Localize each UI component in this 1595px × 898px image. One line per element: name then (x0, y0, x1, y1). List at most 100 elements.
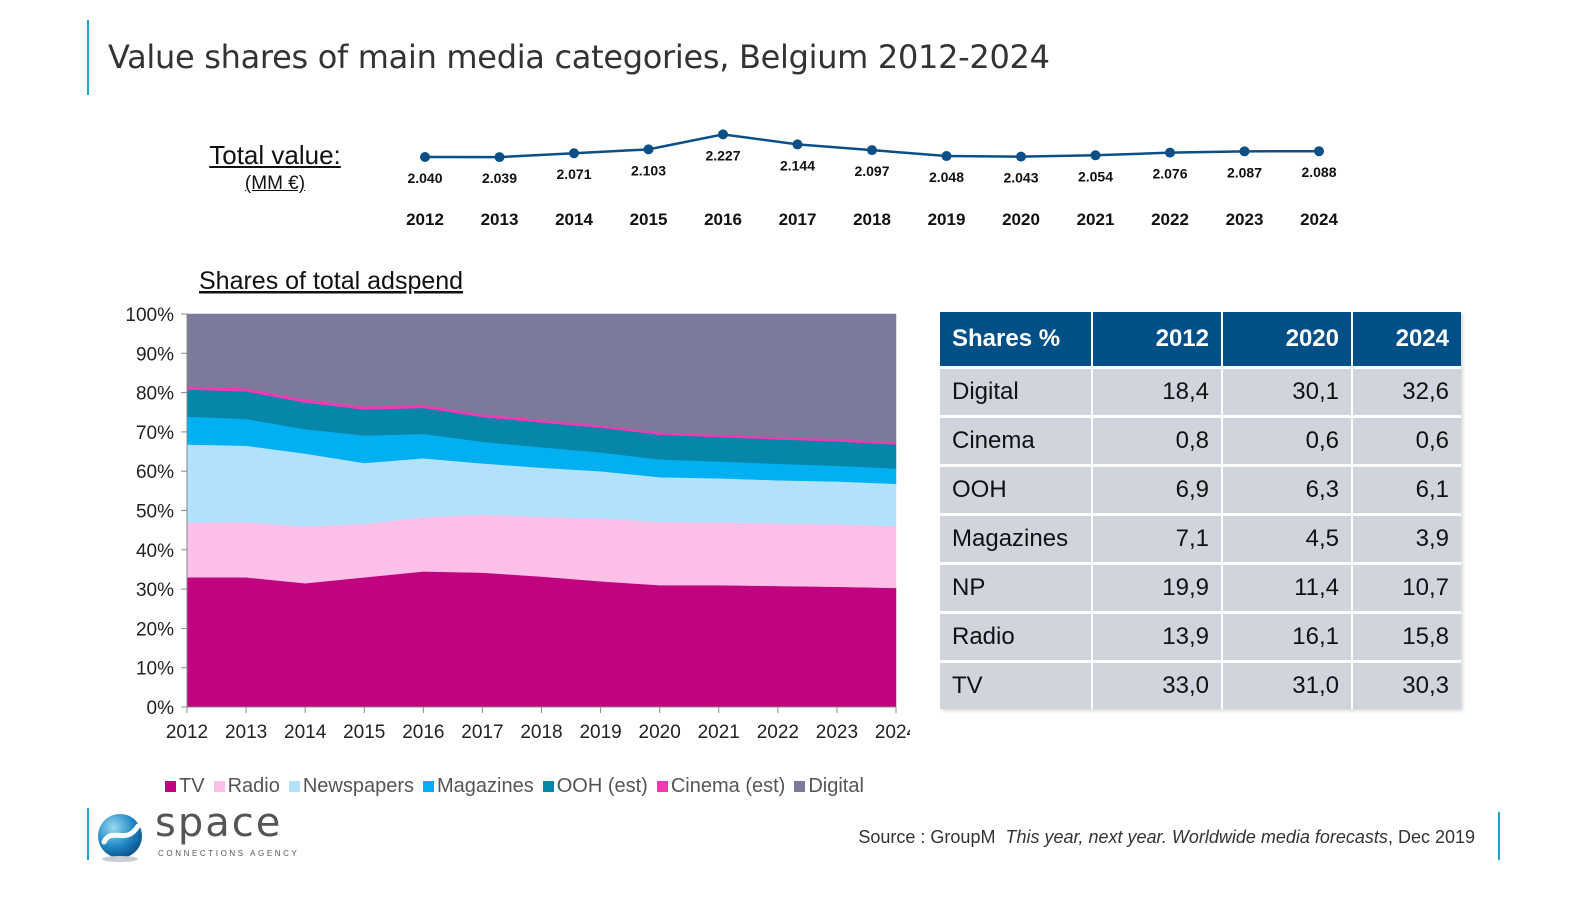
total-value-point (643, 144, 654, 155)
area-series-tv (186, 571, 897, 708)
table-cell: 0,6 (1223, 415, 1353, 464)
table-row: Magazines 7,1 4,5 3,9 (940, 513, 1461, 562)
legend-label: Magazines (437, 775, 534, 797)
y-tick-label: 70% (136, 423, 174, 444)
table-cell: 0,6 (1353, 415, 1461, 464)
y-tick-label: 0% (147, 698, 175, 719)
total-value-label: 2.043 (1003, 170, 1038, 186)
total-value-year: 2014 (555, 210, 593, 229)
total-value-year: 2022 (1151, 210, 1189, 229)
table-cell: 7,1 (1093, 513, 1223, 562)
table-cell: 6,1 (1353, 464, 1461, 513)
legend-label: Digital (808, 775, 864, 797)
source-note: Source : GroupM This year, next year. Wo… (858, 827, 1475, 848)
table-header-cell: 2012 (1093, 312, 1223, 366)
legend-item: Magazines (423, 775, 534, 798)
shares-area-chart: Shares of total adspend 0% 10% 20% 30% 40% 50%… (125, 267, 910, 743)
legend-swatch (165, 781, 176, 792)
y-tick-label: 60% (136, 462, 174, 483)
table-header-row: Shares % 2012 2020 2024 (940, 312, 1461, 366)
total-value-label: 2.144 (780, 157, 815, 173)
page-title: Value shares of main media categories, B… (108, 38, 1050, 76)
total-value-label: 2.097 (854, 163, 889, 179)
total-value-year: 2016 (704, 210, 742, 229)
legend-label: OOH (est) (556, 775, 648, 797)
total-value-point (1165, 147, 1175, 158)
total-value-label: Total value: (MM €) (205, 140, 345, 195)
table-row: NP 19,9 11,4 10,7 (940, 562, 1461, 611)
table-row: Cinema 0,8 0,6 0,6 (940, 415, 1461, 464)
total-value-label: 2.039 (482, 170, 517, 186)
table-row-label: TV (940, 660, 1093, 709)
source-suffix: , Dec 2019 (1387, 827, 1475, 847)
table-cell: 6,9 (1093, 464, 1223, 513)
table-cell: 33,0 (1093, 660, 1223, 709)
table-cell: 11,4 (1223, 562, 1353, 611)
total-value-year: 2013 (481, 210, 519, 229)
total-value-year: 2017 (779, 210, 817, 229)
area-series-digital (186, 313, 897, 443)
total-value-label: 2.227 (705, 147, 740, 163)
logo-tagline: CONNECTIONS AGENCY (158, 849, 300, 858)
table-row-label: NP (940, 562, 1093, 611)
y-tick-label: 50% (136, 502, 174, 523)
y-tick-label: 80% (136, 384, 174, 405)
table-cell: 0,8 (1093, 415, 1223, 464)
total-value-point (718, 129, 728, 140)
legend-item: Cinema (est) (656, 775, 785, 798)
table-row: Digital 18,4 30,1 32,6 (940, 366, 1461, 415)
legend-swatch (213, 781, 225, 792)
table-cell: 3,9 (1353, 513, 1461, 562)
legend-item: Radio (213, 775, 280, 798)
total-value-label: 2.087 (1227, 164, 1262, 180)
y-tick-label: 40% (136, 541, 174, 562)
total-value-unit: (MM €) (244, 173, 306, 194)
legend-swatch (656, 781, 668, 792)
total-value-point (1090, 150, 1101, 161)
table-row-label: Radio (940, 611, 1093, 660)
total-value-point (792, 139, 803, 150)
legend-swatch (542, 781, 554, 792)
x-tick-label: 2023 (816, 722, 858, 743)
table-header-cell: Shares % (940, 312, 1093, 366)
legend-label: Newspapers (302, 775, 414, 797)
table-cell: 32,6 (1353, 366, 1461, 415)
table-cell: 16,1 (1223, 611, 1353, 660)
table-cell: 30,1 (1223, 366, 1353, 415)
title-accent-line (87, 20, 89, 95)
table-cell: 18,4 (1093, 366, 1223, 415)
legend-swatch (288, 781, 300, 792)
x-tick-label: 2021 (698, 722, 740, 743)
legend-label: Radio (227, 775, 280, 797)
table-cell: 15,8 (1353, 611, 1461, 660)
legend-item: TV (165, 775, 205, 798)
source-title: This year, next year. Worldwide media fo… (1005, 827, 1388, 847)
area-chart-title: Shares of total adspend (199, 267, 463, 295)
total-value-point (867, 145, 877, 156)
x-tick-label: 2018 (520, 722, 562, 743)
x-tick-label: 2024 (875, 722, 910, 743)
table-cell: 10,7 (1353, 562, 1461, 611)
total-value-year: 2023 (1226, 210, 1264, 229)
chart-legend: TV Radio Newspapers Magazines OOH (est) Cinem… (165, 775, 864, 798)
footer-accent-line-right (1498, 812, 1500, 860)
table-row-label: Digital (940, 366, 1093, 415)
total-value-point (569, 148, 579, 159)
legend-item: OOH (est) (542, 775, 648, 798)
total-value-line-chart: 2.040 2012 2.039 2013 2.071 2014 2.103 2015 2.22… (406, 129, 1338, 229)
x-tick-label: 2013 (225, 722, 267, 743)
table-row-label: OOH (940, 464, 1093, 513)
total-value-title: Total value: (209, 140, 341, 170)
legend-swatch (794, 781, 806, 792)
x-tick-label: 2020 (639, 722, 681, 743)
total-value-point (1314, 146, 1324, 157)
total-value-label: 2.088 (1301, 164, 1336, 180)
legend-label: TV (179, 775, 205, 797)
total-value-point (420, 152, 430, 162)
legend-item: Newspapers (288, 775, 414, 798)
table-header-cell: 2024 (1353, 312, 1461, 366)
y-tick-label: 10% (136, 659, 174, 680)
table-cell: 6,3 (1223, 464, 1353, 513)
total-value-label: 2.103 (631, 162, 666, 178)
total-value-year: 2012 (406, 210, 444, 229)
